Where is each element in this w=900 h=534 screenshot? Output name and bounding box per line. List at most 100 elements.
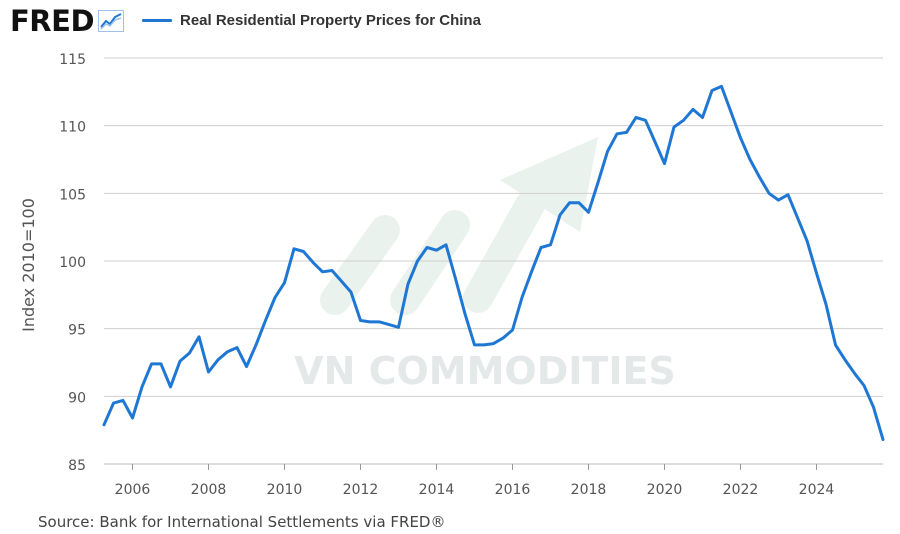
data-point[interactable] [606,149,610,153]
data-point[interactable] [188,351,192,355]
data-point[interactable] [501,336,505,340]
data-point[interactable] [834,343,838,347]
data-point[interactable] [520,296,524,300]
data-point[interactable] [872,405,876,409]
data-point[interactable] [615,132,619,136]
x-tick-label: 2008 [191,482,227,498]
data-point[interactable] [463,312,467,316]
series-line[interactable] [102,84,885,442]
data-point[interactable] [492,342,496,346]
data-point[interactable] [881,438,885,442]
data-point[interactable] [824,302,828,306]
data-point[interactable] [511,328,515,332]
data-point[interactable] [853,371,857,375]
data-point[interactable] [207,370,211,374]
data-point[interactable] [112,401,116,405]
data-point[interactable] [672,125,676,129]
data-point[interactable] [454,277,458,281]
data-point[interactable] [321,270,325,274]
data-point[interactable] [777,198,781,202]
data-point[interactable] [159,362,163,366]
fred-logo-text: FRED [10,4,95,38]
x-tick-label: 2024 [799,482,835,498]
data-point[interactable] [473,343,477,347]
data-point[interactable] [444,243,448,247]
data-point[interactable] [140,385,144,389]
data-point[interactable] [549,243,553,247]
data-point[interactable] [843,358,847,362]
data-point[interactable] [596,181,600,185]
data-point[interactable] [121,398,125,402]
data-point[interactable] [340,279,344,283]
data-point[interactable] [701,116,705,120]
fred-logo[interactable]: FRED [10,4,125,38]
data-point[interactable] [368,320,372,324]
data-point[interactable] [131,416,135,420]
data-point[interactable] [302,250,306,254]
data-point[interactable] [435,248,439,252]
data-point[interactable] [102,423,106,427]
data-point[interactable] [653,140,657,144]
data-point[interactable] [786,193,790,197]
data-point[interactable] [311,260,315,264]
y-tick-label: 90 [68,390,86,406]
data-point[interactable] [330,268,334,272]
data-point[interactable] [663,162,667,166]
data-point[interactable] [729,110,733,114]
data-point[interactable] [748,158,752,162]
data-point[interactable] [691,107,695,111]
data-point[interactable] [254,343,258,347]
data-point[interactable] [359,319,363,323]
data-point[interactable] [169,385,173,389]
watermark-text: VN COMMODITIES [294,349,676,393]
x-tick-label: 2022 [723,482,759,498]
legend-swatch [142,19,172,22]
data-point[interactable] [283,281,287,285]
data-point[interactable] [758,175,762,179]
data-point[interactable] [425,245,429,249]
y-tick-label: 100 [59,255,86,271]
rising-arrow-icon [320,137,598,315]
data-point[interactable] [264,319,268,323]
data-point[interactable] [720,84,724,88]
x-tick-label: 2018 [571,482,607,498]
data-point[interactable] [577,201,581,205]
data-point[interactable] [682,118,686,122]
data-point[interactable] [815,271,819,275]
data-point[interactable] [634,116,638,120]
data-point[interactable] [710,88,714,92]
data-point[interactable] [150,362,154,366]
data-point[interactable] [539,245,543,249]
data-point[interactable] [644,118,648,122]
data-point[interactable] [178,359,182,363]
data-point[interactable] [558,213,562,217]
data-point[interactable] [273,296,277,300]
data-point[interactable] [349,290,353,294]
data-point[interactable] [482,343,486,347]
data-point[interactable] [378,320,382,324]
data-point[interactable] [245,365,249,369]
data-point[interactable] [625,130,629,134]
y-tick-label: 85 [68,458,86,474]
data-point[interactable] [862,384,866,388]
data-point[interactable] [197,335,201,339]
data-point[interactable] [739,136,743,140]
data-point[interactable] [406,282,410,286]
watermark: VN COMMODITIES [294,137,676,393]
data-point[interactable] [587,210,591,214]
legend[interactable]: Real Residential Property Prices for Chi… [142,12,481,29]
data-point[interactable] [387,323,391,327]
data-point[interactable] [216,358,220,362]
data-point[interactable] [416,259,420,263]
source-note: Source: Bank for International Settlemen… [38,513,446,531]
data-point[interactable] [235,346,239,350]
data-point[interactable] [226,350,230,354]
data-point[interactable] [530,270,534,274]
data-point[interactable] [767,191,771,195]
data-point[interactable] [568,201,572,205]
data-point[interactable] [292,247,296,251]
data-point[interactable] [805,239,809,243]
data-point[interactable] [397,325,401,329]
data-point[interactable] [796,216,800,220]
